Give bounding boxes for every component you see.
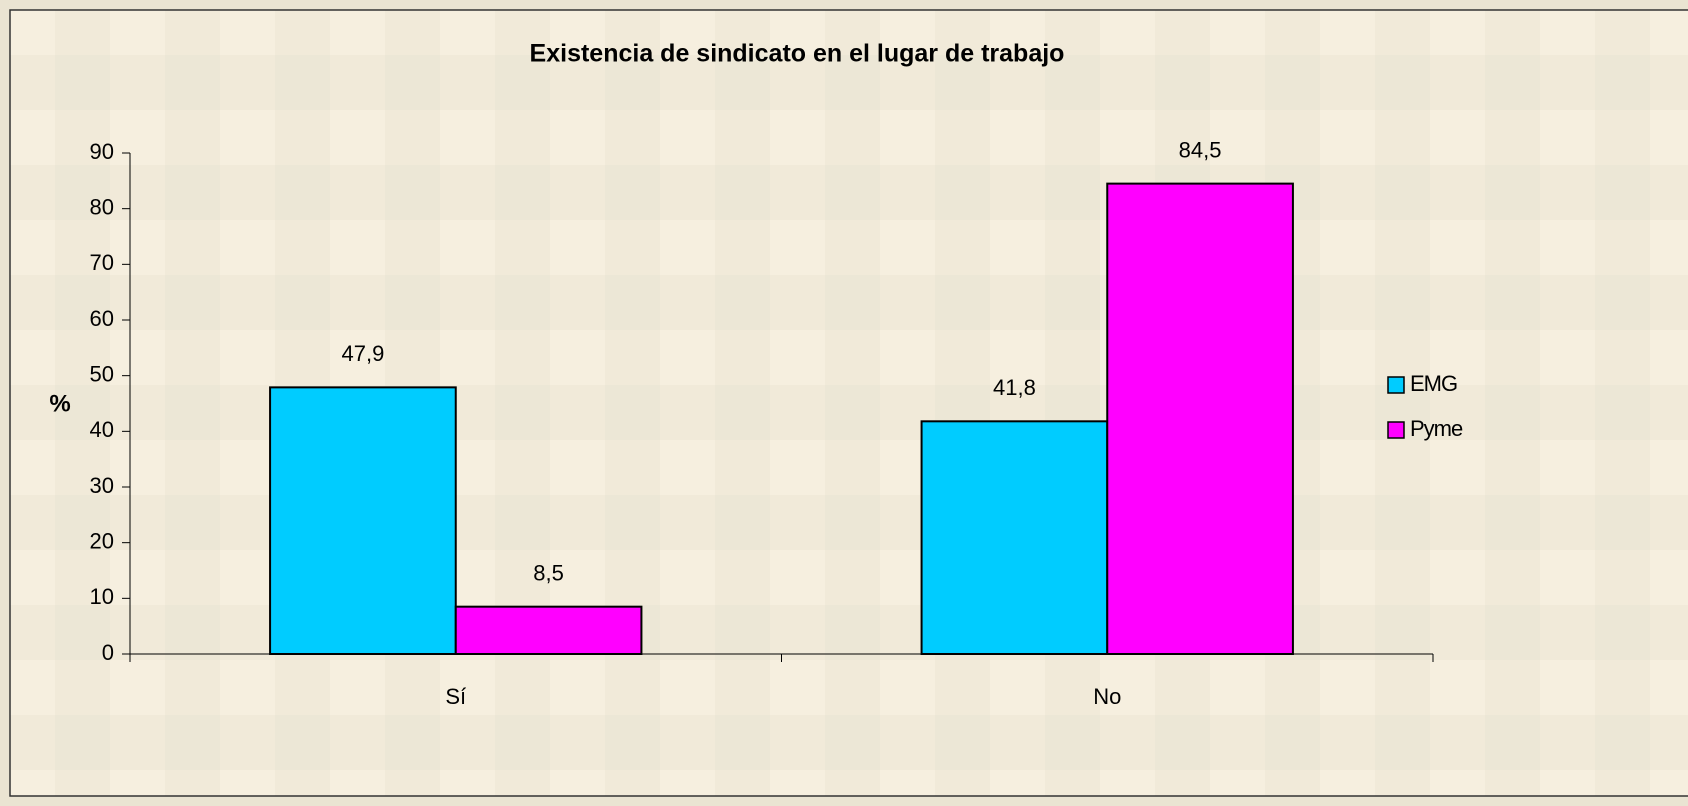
y-tick-label: 30 [90, 473, 114, 498]
legend-swatch [1387, 376, 1405, 394]
data-label: 41,8 [993, 375, 1036, 400]
y-tick-label: 90 [90, 139, 114, 164]
legend-label: Pyme [1410, 416, 1463, 441]
x-tick-label: No [1093, 684, 1121, 709]
bar [1106, 182, 1294, 655]
legend-swatch [1387, 421, 1405, 439]
chart-title: Existencia de sindicato en el lugar de t… [530, 40, 1065, 68]
y-tick-label: 50 [90, 361, 114, 386]
y-tick-label: 60 [90, 306, 114, 331]
y-tick-label: 20 [90, 528, 114, 553]
bar [454, 605, 643, 656]
y-tick-label: 40 [90, 417, 114, 442]
y-tick-label: 10 [90, 584, 114, 609]
bar [920, 420, 1109, 655]
x-tick-label: Sí [445, 684, 466, 709]
bar [269, 386, 457, 655]
y-axis-label: % [49, 390, 70, 417]
y-tick-label: 0 [102, 640, 114, 665]
data-label: 47,9 [341, 341, 384, 366]
data-label: 84,5 [1179, 137, 1222, 162]
y-tick-label: 80 [90, 194, 114, 219]
y-tick-label: 70 [90, 250, 114, 275]
legend-label: EMG [1410, 371, 1457, 396]
chart-area [9, 9, 1688, 797]
data-label: 8,5 [533, 560, 564, 585]
